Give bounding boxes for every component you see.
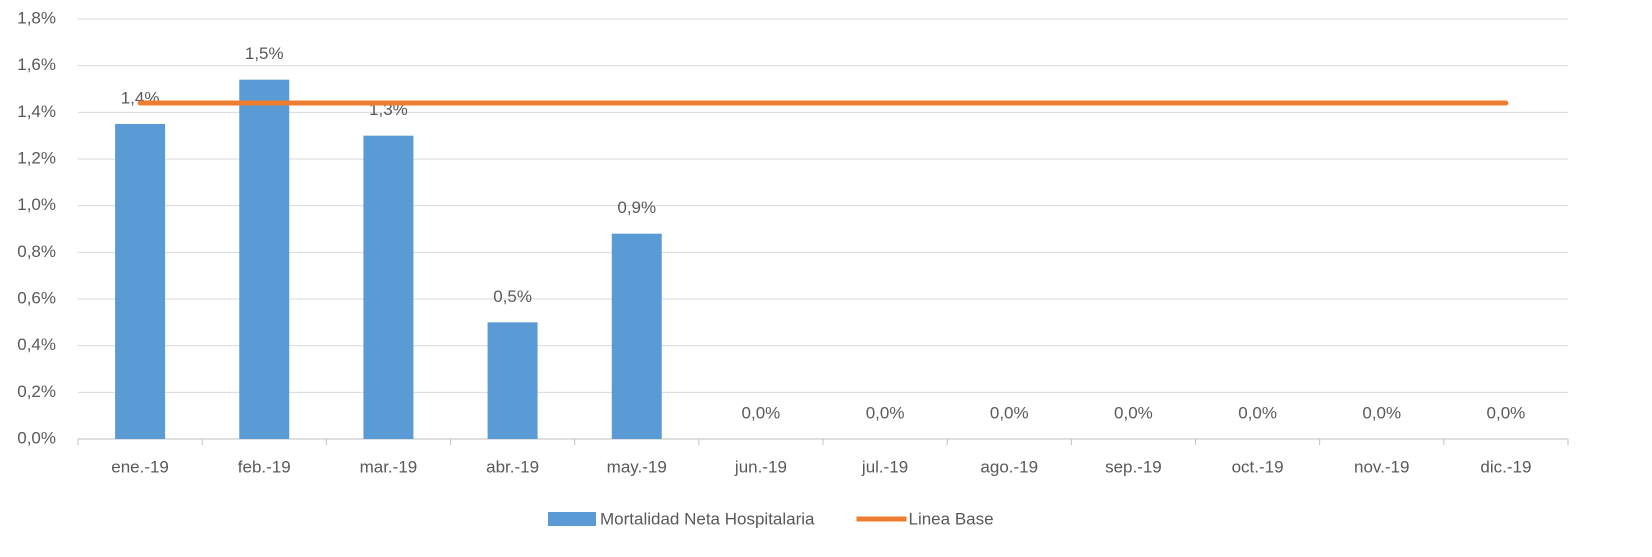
x-tick-label: may.-19 xyxy=(607,457,667,476)
y-tick-label: 0,4% xyxy=(17,335,56,354)
y-tick-label: 1,0% xyxy=(17,195,56,214)
data-label: 0,0% xyxy=(990,403,1029,422)
x-tick-label: feb.-19 xyxy=(238,457,291,476)
x-tick-label: jul.-19 xyxy=(861,457,908,476)
data-label: 1,5% xyxy=(245,44,284,63)
data-label: 0,0% xyxy=(1238,403,1277,422)
y-tick-label: 0,0% xyxy=(17,428,56,447)
x-tick-label: jun.-19 xyxy=(734,457,787,476)
y-tick-label: 1,8% xyxy=(17,8,56,27)
data-label: 0,0% xyxy=(1362,403,1401,422)
data-label: 0,5% xyxy=(493,287,532,306)
legend-swatch xyxy=(548,512,596,526)
data-label: 0,0% xyxy=(866,403,905,422)
legend-label: Mortalidad Neta Hospitalaria xyxy=(600,509,815,528)
x-tick-label: sep.-19 xyxy=(1105,457,1162,476)
data-label: 0,0% xyxy=(1114,403,1153,422)
x-tick-label: dic.-19 xyxy=(1480,457,1531,476)
legend-label: Linea Base xyxy=(909,509,994,528)
x-tick-label: nov.-19 xyxy=(1354,457,1409,476)
y-tick-label: 0,2% xyxy=(17,382,56,401)
data-label: 0,0% xyxy=(742,403,781,422)
y-tick-label: 0,6% xyxy=(17,288,56,307)
bar xyxy=(115,124,166,439)
x-tick-label: mar.-19 xyxy=(360,457,418,476)
y-tick-label: 0,8% xyxy=(17,242,56,261)
y-tick-label: 1,2% xyxy=(17,148,56,167)
x-tick-label: oct.-19 xyxy=(1232,457,1284,476)
x-tick-label: ene.-19 xyxy=(111,457,169,476)
data-label: 0,0% xyxy=(1487,403,1526,422)
y-tick-label: 1,4% xyxy=(17,102,56,121)
y-tick-label: 1,6% xyxy=(17,55,56,74)
x-tick-label: abr.-19 xyxy=(486,457,539,476)
bar xyxy=(239,79,290,440)
bar xyxy=(611,233,662,439)
bar xyxy=(487,322,538,439)
x-tick-label: ago.-19 xyxy=(980,457,1038,476)
bar xyxy=(363,135,414,439)
data-label: 0,9% xyxy=(617,198,656,217)
